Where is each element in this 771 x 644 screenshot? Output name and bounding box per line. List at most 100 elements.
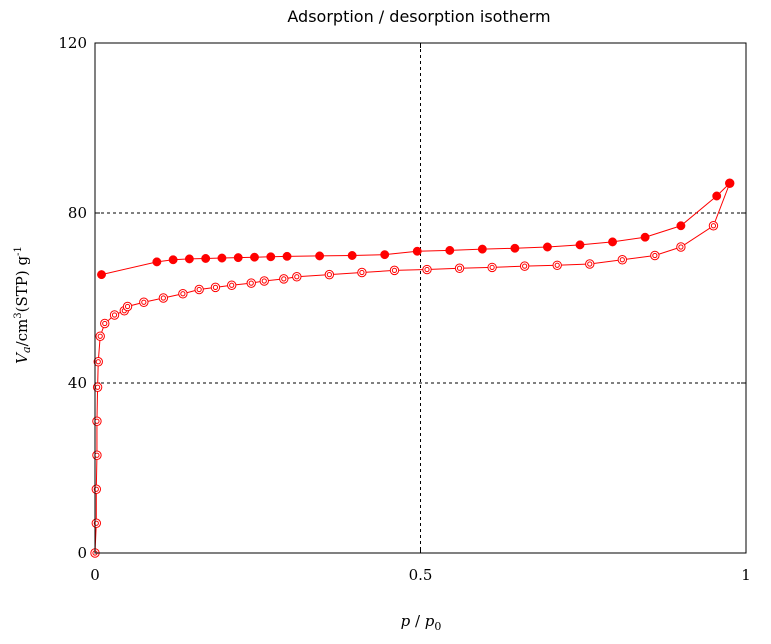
adsorption-point-inner	[95, 384, 101, 390]
y-tick-label: 40	[68, 374, 87, 392]
adsorption-point	[454, 263, 465, 273]
adsorption-point-ring	[158, 293, 169, 303]
adsorption-point-ring	[92, 382, 103, 392]
adsorption-point-inner	[619, 257, 625, 263]
adsorption-point	[708, 221, 719, 231]
y-label-v: V	[13, 351, 31, 364]
adsorption-point-ring	[650, 250, 660, 261]
adsorption-point	[122, 301, 133, 312]
y-label-sub: a	[20, 346, 33, 353]
desorption-point	[542, 242, 552, 252]
adsorption-point-inner	[326, 272, 332, 278]
adsorption-point-inner	[489, 264, 495, 270]
series-lines	[94, 182, 731, 554]
adsorption-point-inner	[212, 284, 219, 290]
adsorption-point-inner	[180, 291, 186, 297]
adsorption-point	[357, 267, 367, 278]
desorption-point	[380, 250, 390, 260]
adsorption-point	[519, 261, 530, 271]
x-label-sep: /	[410, 612, 425, 630]
adsorption-point-inner	[160, 295, 166, 301]
desorption-point	[676, 221, 686, 231]
adsorption-point-inner	[294, 274, 300, 280]
adsorption-point-inner	[391, 267, 398, 273]
desorption-point	[250, 252, 259, 262]
adsorption-point-ring	[292, 272, 302, 282]
adsorption-point	[292, 272, 302, 282]
adsorption-point-ring	[92, 416, 102, 426]
adsorption-point	[227, 280, 237, 290]
y-tick-label: 0	[77, 544, 87, 562]
adsorption-point-ring	[585, 259, 595, 269]
adsorption-point-ring	[93, 357, 103, 367]
desorption-point	[608, 237, 617, 247]
adsorption-point	[650, 250, 660, 261]
adsorption-point	[139, 297, 149, 307]
desorption-point	[412, 246, 422, 256]
y-label-unit: /cm	[13, 319, 31, 347]
adsorption-point	[422, 264, 432, 275]
adsorption-point-inner	[95, 359, 101, 365]
adsorption-point-ring	[422, 264, 432, 275]
adsorption-point	[92, 416, 102, 426]
x-label-sub: 0	[434, 620, 441, 633]
x-tick-label: 1	[741, 566, 751, 584]
x-label-p0: p	[425, 612, 435, 630]
desorption-point	[282, 251, 292, 261]
y-label-stp: (STP) g	[13, 256, 31, 313]
adsorption-point-inner	[710, 223, 717, 229]
adsorption-point-ring	[324, 269, 335, 280]
desorption-point	[217, 253, 227, 263]
y-tick-label: 120	[58, 34, 87, 52]
adsorption-point-ring	[487, 262, 497, 273]
adsorption-point-ring	[100, 318, 110, 329]
adsorption-point	[552, 260, 562, 270]
adsorption-point-ring	[389, 265, 400, 276]
desorption-point	[97, 270, 106, 280]
adsorption-point-inner	[456, 265, 463, 271]
x-axis-label: p / p0	[401, 612, 442, 633]
adsorption-point	[109, 310, 120, 320]
y-label-sup3: 3	[13, 312, 24, 318]
desorption-point	[233, 253, 243, 263]
adsorption-point	[324, 269, 335, 280]
desorption-point	[640, 232, 650, 242]
y-label-supm1: -1	[13, 246, 24, 256]
adsorption-point-ring	[109, 310, 120, 320]
adsorption-point	[91, 484, 102, 494]
adsorption-point-ring	[122, 301, 133, 312]
adsorption-point	[246, 278, 256, 288]
adsorption-point-ring	[95, 331, 105, 341]
adsorption-point-ring	[454, 263, 465, 273]
adsorption-point	[91, 518, 102, 528]
adsorption-point-inner	[93, 520, 99, 526]
adsorption-point-ring	[92, 450, 102, 460]
adsorption-point-ring	[519, 261, 530, 271]
adsorption-point	[389, 265, 400, 276]
adsorption-point-inner	[554, 262, 560, 268]
adsorption-point	[487, 262, 497, 273]
desorption-point	[347, 251, 357, 260]
adsorption-point-ring	[227, 280, 237, 290]
adsorption-point	[178, 289, 188, 299]
desorption-point	[725, 178, 735, 188]
chart-title: Adsorption / desorption isotherm	[287, 7, 550, 26]
adsorption-point-inner	[111, 312, 118, 318]
x-tick-label: 0.5	[409, 566, 433, 584]
adsorption-point-ring	[91, 484, 102, 494]
adsorption-point-inner	[678, 244, 684, 250]
adsorption-point-ring	[357, 267, 367, 278]
adsorption-point	[210, 282, 221, 293]
adsorption-point	[676, 242, 686, 252]
adsorption-point-ring	[676, 242, 686, 252]
adsorption-point-inner	[97, 333, 103, 339]
adsorption-point-inner	[229, 282, 235, 288]
desorption-point	[510, 243, 520, 253]
adsorption-point	[617, 255, 628, 265]
adsorption-point-inner	[141, 299, 147, 305]
adsorption-point-inner	[281, 276, 287, 282]
adsorption-point	[194, 284, 204, 295]
adsorption-point	[279, 274, 289, 284]
adsorption-point	[585, 259, 595, 269]
